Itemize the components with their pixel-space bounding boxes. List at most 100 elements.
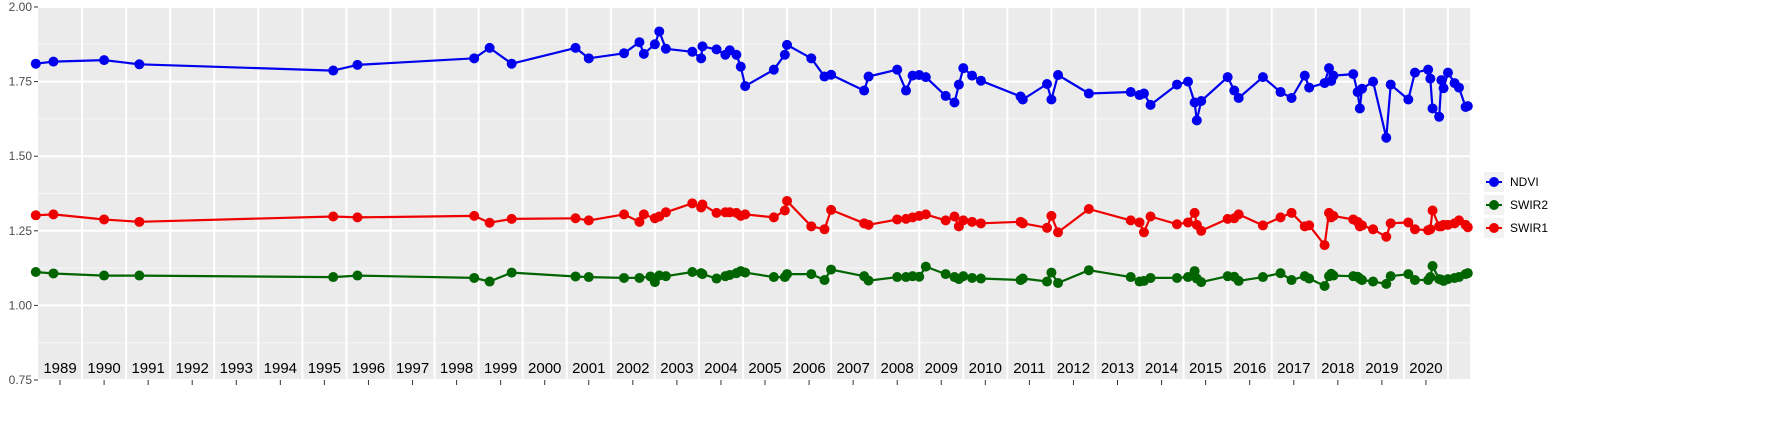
x-year-label: 2000 xyxy=(528,360,561,377)
data-point-ndvi xyxy=(1324,63,1335,74)
data-point-ndvi xyxy=(687,46,698,57)
data-point-ndvi xyxy=(1348,69,1359,80)
data-point-swir2 xyxy=(1319,281,1330,292)
data-point-ndvi xyxy=(1145,99,1156,110)
data-point-swir2 xyxy=(1183,272,1194,283)
data-point-swir1 xyxy=(1017,218,1028,229)
data-point-swir1 xyxy=(1381,231,1392,242)
data-point-swir1 xyxy=(1125,215,1136,226)
series-ndvi xyxy=(30,26,1473,143)
x-year-label: 2003 xyxy=(660,360,693,377)
data-point-swir2 xyxy=(1042,276,1053,287)
data-point-swir1 xyxy=(826,204,837,215)
y-tick-label: 1.25 xyxy=(9,224,33,238)
x-year-label: 1991 xyxy=(131,360,164,377)
data-point-ndvi xyxy=(1425,73,1436,84)
data-point-ndvi xyxy=(1171,79,1182,90)
y-tick-label: 2.00 xyxy=(9,0,33,14)
x-year-label: 1994 xyxy=(264,360,297,377)
data-point-ndvi xyxy=(1423,64,1434,75)
data-point-ndvi xyxy=(711,44,722,55)
data-point-ndvi xyxy=(660,43,671,54)
data-point-swir2 xyxy=(134,270,145,281)
data-point-ndvi xyxy=(1191,115,1202,126)
data-point-swir1 xyxy=(1134,217,1145,228)
data-point-ndvi xyxy=(99,55,110,66)
data-point-swir1 xyxy=(1257,220,1268,231)
data-point-swir2 xyxy=(697,269,708,280)
data-point-swir1 xyxy=(782,195,793,206)
data-point-swir1 xyxy=(711,207,722,218)
x-year-label: 2019 xyxy=(1365,360,1398,377)
x-year-label: 2014 xyxy=(1145,360,1178,377)
data-point-swir1 xyxy=(920,209,931,220)
data-point-swir1 xyxy=(1368,224,1379,235)
data-point-ndvi xyxy=(570,42,581,53)
legend-item-swir1: SWIR1 xyxy=(1484,218,1548,238)
data-point-swir2 xyxy=(768,272,779,283)
data-point-ndvi xyxy=(696,53,707,64)
data-point-swir2 xyxy=(30,266,41,277)
data-point-swir1 xyxy=(1275,212,1286,223)
y-tick-label: 1.50 xyxy=(9,149,33,163)
data-point-ndvi xyxy=(134,59,145,70)
x-year-label: 1996 xyxy=(352,360,385,377)
x-year-label: 2002 xyxy=(616,360,649,377)
data-point-swir1 xyxy=(1053,227,1064,238)
data-point-ndvi xyxy=(352,59,363,70)
data-point-swir2 xyxy=(1017,273,1028,284)
legend-key-point xyxy=(1489,200,1499,210)
data-point-swir2 xyxy=(506,267,517,278)
data-point-ndvi xyxy=(1304,82,1315,93)
data-point-swir1 xyxy=(1083,204,1094,215)
data-point-swir1 xyxy=(484,217,495,228)
data-point-ndvi xyxy=(30,58,41,69)
data-point-swir1 xyxy=(1385,218,1396,229)
x-year-label: 2018 xyxy=(1321,360,1354,377)
data-point-ndvi xyxy=(1275,87,1286,98)
data-point-swir2 xyxy=(967,272,978,283)
y-tick-label: 1.00 xyxy=(9,298,33,312)
data-point-swir2 xyxy=(1053,278,1064,289)
data-point-swir2 xyxy=(863,275,874,286)
data-point-swir1 xyxy=(1046,210,1057,221)
x-year-label: 2013 xyxy=(1101,360,1134,377)
data-point-swir1 xyxy=(134,216,145,227)
data-point-swir1 xyxy=(806,221,817,232)
x-year-label: 1999 xyxy=(484,360,517,377)
x-year-label: 1993 xyxy=(220,360,253,377)
data-point-ndvi xyxy=(1222,72,1233,83)
data-point-swir1 xyxy=(1189,207,1200,218)
data-point-swir1 xyxy=(1183,217,1194,228)
legend-key-point xyxy=(1489,177,1499,187)
data-point-swir1 xyxy=(1196,225,1207,236)
data-point-swir2 xyxy=(975,273,986,284)
data-point-ndvi xyxy=(1125,87,1136,98)
data-point-swir1 xyxy=(1171,219,1182,230)
data-point-swir1 xyxy=(1403,217,1414,228)
x-year-label: 1989 xyxy=(43,360,76,377)
x-year-label: 1992 xyxy=(176,360,209,377)
data-point-ndvi xyxy=(892,64,903,75)
x-year-label: 2011 xyxy=(1013,360,1045,377)
data-point-swir1 xyxy=(779,205,790,216)
data-point-swir2 xyxy=(583,272,594,283)
data-point-ndvi xyxy=(1299,70,1310,81)
legend-item-swir2: SWIR2 xyxy=(1484,195,1548,215)
legend-label: NDVI xyxy=(1510,175,1539,189)
data-point-swir2 xyxy=(958,271,969,282)
data-point-swir1 xyxy=(740,209,751,220)
data-point-ndvi xyxy=(1368,76,1379,87)
data-point-ndvi xyxy=(1257,72,1268,83)
data-point-ndvi xyxy=(1434,111,1445,122)
data-point-ndvi xyxy=(826,69,837,80)
data-point-swir1 xyxy=(469,210,480,221)
data-point-swir2 xyxy=(819,275,830,286)
data-point-swir1 xyxy=(958,215,969,226)
data-point-swir2 xyxy=(1425,272,1436,283)
data-point-swir1 xyxy=(328,211,339,222)
data-point-swir1 xyxy=(1286,207,1297,218)
data-point-swir2 xyxy=(328,272,339,283)
data-point-ndvi xyxy=(328,65,339,76)
data-point-ndvi xyxy=(1436,75,1447,86)
